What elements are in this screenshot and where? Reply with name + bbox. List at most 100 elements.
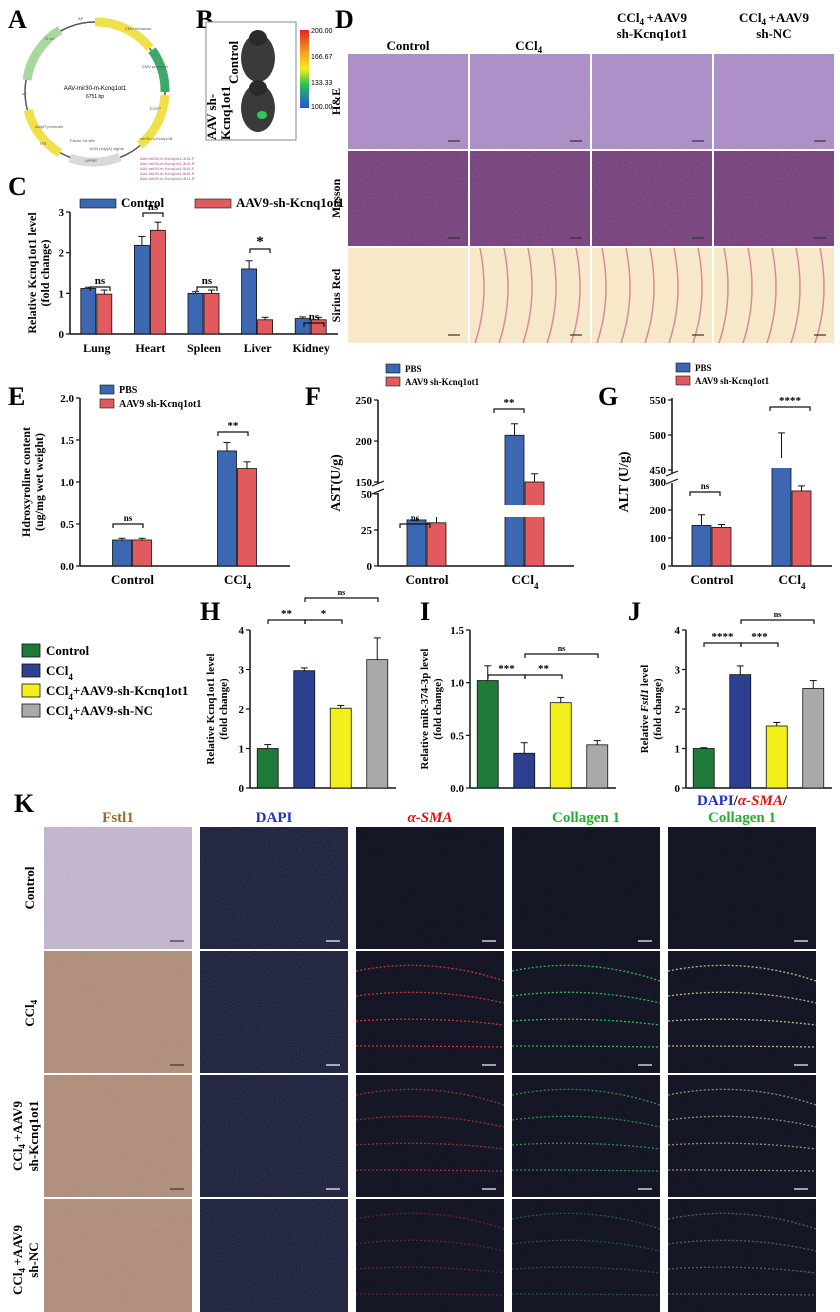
- panel-label-e: E: [8, 382, 25, 411]
- fluor-signal: [511, 1239, 661, 1252]
- group-legend-label: Control: [46, 643, 89, 658]
- fibrosis-strand: [570, 247, 581, 344]
- y-tick-label: 0: [367, 561, 373, 573]
- ivis-image: [205, 21, 309, 141]
- bar: [149, 229, 166, 335]
- y-tick-label: 1.0: [450, 678, 464, 690]
- y-axis-label: ALT (U/g): [617, 451, 632, 512]
- x-tick-label: CCl4​: [224, 572, 251, 591]
- fluor-signal: [667, 1169, 817, 1172]
- y-tick-label: 0: [675, 783, 681, 795]
- plasmid-primer-labels: AAV-mir30-m-Kcnq1ot1-3U5-FAAV-mir30-m-Kc…: [140, 156, 195, 181]
- bar-break-band: [380, 505, 576, 517]
- significance-label: ****: [712, 631, 735, 643]
- histology-col-title: CCl4 +AAV9 sh-Kcnq1ot1: [617, 10, 688, 41]
- fluor-signal: [511, 1088, 661, 1106]
- colorbar-tick: 100.00: [311, 104, 333, 111]
- fluor-signal: [355, 1169, 505, 1172]
- axis-break: [371, 480, 385, 487]
- bar: [257, 319, 274, 335]
- significance-label: ns: [774, 610, 782, 619]
- plasmid-feature: AmpR promoter: [35, 124, 64, 129]
- fluor-signal: [667, 1266, 817, 1274]
- group-legend-swatch: [21, 643, 41, 658]
- x-tick-label: Liver: [244, 341, 273, 355]
- y-tick-label: 0: [59, 329, 65, 341]
- y-tick-label: 300: [650, 477, 667, 489]
- plasmid-primer: AAV-mir30-m-Kcnq1ot1-3U5-R: [140, 161, 195, 166]
- plasmid-feature: EGFP: [150, 106, 161, 111]
- bar: [132, 539, 152, 567]
- y-tick-label: 3: [239, 665, 245, 677]
- significance-label: ns: [558, 644, 566, 653]
- bar: [476, 680, 499, 789]
- y-tick-label: 0.5: [60, 519, 74, 531]
- fibrosis-strand: [814, 247, 825, 344]
- fluor-texture: [512, 1075, 660, 1197]
- bar: [791, 490, 812, 567]
- legend-swatch: [194, 198, 232, 209]
- bar: [203, 292, 220, 335]
- group-legend-label: CCl4​: [46, 663, 73, 682]
- panel-label-a: A: [8, 5, 27, 34]
- plasmid-feature: AP: [78, 16, 84, 21]
- fibrosis-strand: [620, 247, 631, 344]
- group-legend-swatch: [21, 703, 41, 718]
- ihc-texture: [44, 1075, 192, 1197]
- significance-bracket: [89, 286, 111, 291]
- significance-bracket: [304, 619, 343, 624]
- y-tick-label: 2: [239, 704, 245, 716]
- fluor-signal: [355, 1088, 505, 1106]
- significance-bracket: [487, 674, 526, 679]
- fluor-signal: [667, 991, 817, 1004]
- legend-label: PBS: [119, 385, 138, 396]
- x-tick-label: Spleen: [187, 341, 221, 355]
- plasmid-feature: WPRE: [85, 158, 97, 163]
- significance-label: ns: [338, 588, 346, 597]
- fibrosis-strand: [668, 247, 679, 344]
- histology-texture: [714, 54, 834, 149]
- bar: [513, 752, 536, 789]
- fluor-signal: [667, 1212, 817, 1230]
- k-merge-title-line2: Collagen 1: [708, 810, 776, 826]
- fluor-signal: [511, 1293, 661, 1296]
- axis-break: [371, 488, 385, 495]
- histology-col-title: CCl4: [515, 38, 545, 55]
- fluor-signal: [355, 964, 505, 982]
- panel-label-d: D: [335, 5, 354, 34]
- fluor-texture: [200, 1075, 348, 1197]
- fibrosis-strand: [522, 247, 533, 344]
- ivis-label-aav: AAV sh-Kcnq1ot1: [204, 86, 233, 140]
- fluor-signal: [667, 1142, 817, 1150]
- chart-h: 0 1 2 3 4 Relative Kcnq1ot1 level(fold change…: [205, 588, 396, 795]
- panel-label-j: J: [628, 597, 641, 626]
- k-row-title: CCl4 +AAV9sh-Kcnq1ot1: [10, 1101, 41, 1172]
- fibrosis-strand: [692, 247, 703, 344]
- chart-e: 0.0 0.5 1.0 1.5 2.0 Control CCl4​ Hdroxyroline …: [19, 384, 290, 591]
- legend-swatch: [385, 376, 401, 387]
- y-tick-label: 0.0: [450, 783, 464, 795]
- significance-label: **: [281, 608, 293, 620]
- y-tick-label: 1: [239, 744, 245, 756]
- bar: [711, 526, 732, 567]
- k-row-title: CCl4 +AAV9sh-NC: [10, 1225, 41, 1295]
- bar: [691, 525, 712, 567]
- legend-label: AAV9 sh-Kcnq1ot1: [695, 376, 770, 386]
- y-tick-label: 1.5: [60, 435, 74, 447]
- ihc-texture: [44, 1199, 192, 1312]
- x-tick-label: Control: [405, 572, 448, 587]
- bar: [217, 450, 237, 567]
- fibrosis-strand: [766, 247, 777, 344]
- significance-label: *: [256, 234, 264, 250]
- group-legend-label: CCl4​+AAV9-sh-NC: [46, 703, 153, 722]
- bar: [112, 539, 132, 567]
- significance-bracket: [740, 642, 779, 647]
- fluor-signal: [511, 991, 661, 1004]
- panel-label-c: C: [8, 172, 27, 201]
- fluor-signal: [511, 1018, 661, 1026]
- k-col-title: Fstl1: [102, 810, 134, 826]
- fluor-texture: [668, 827, 816, 949]
- significance-label: ****: [779, 395, 802, 407]
